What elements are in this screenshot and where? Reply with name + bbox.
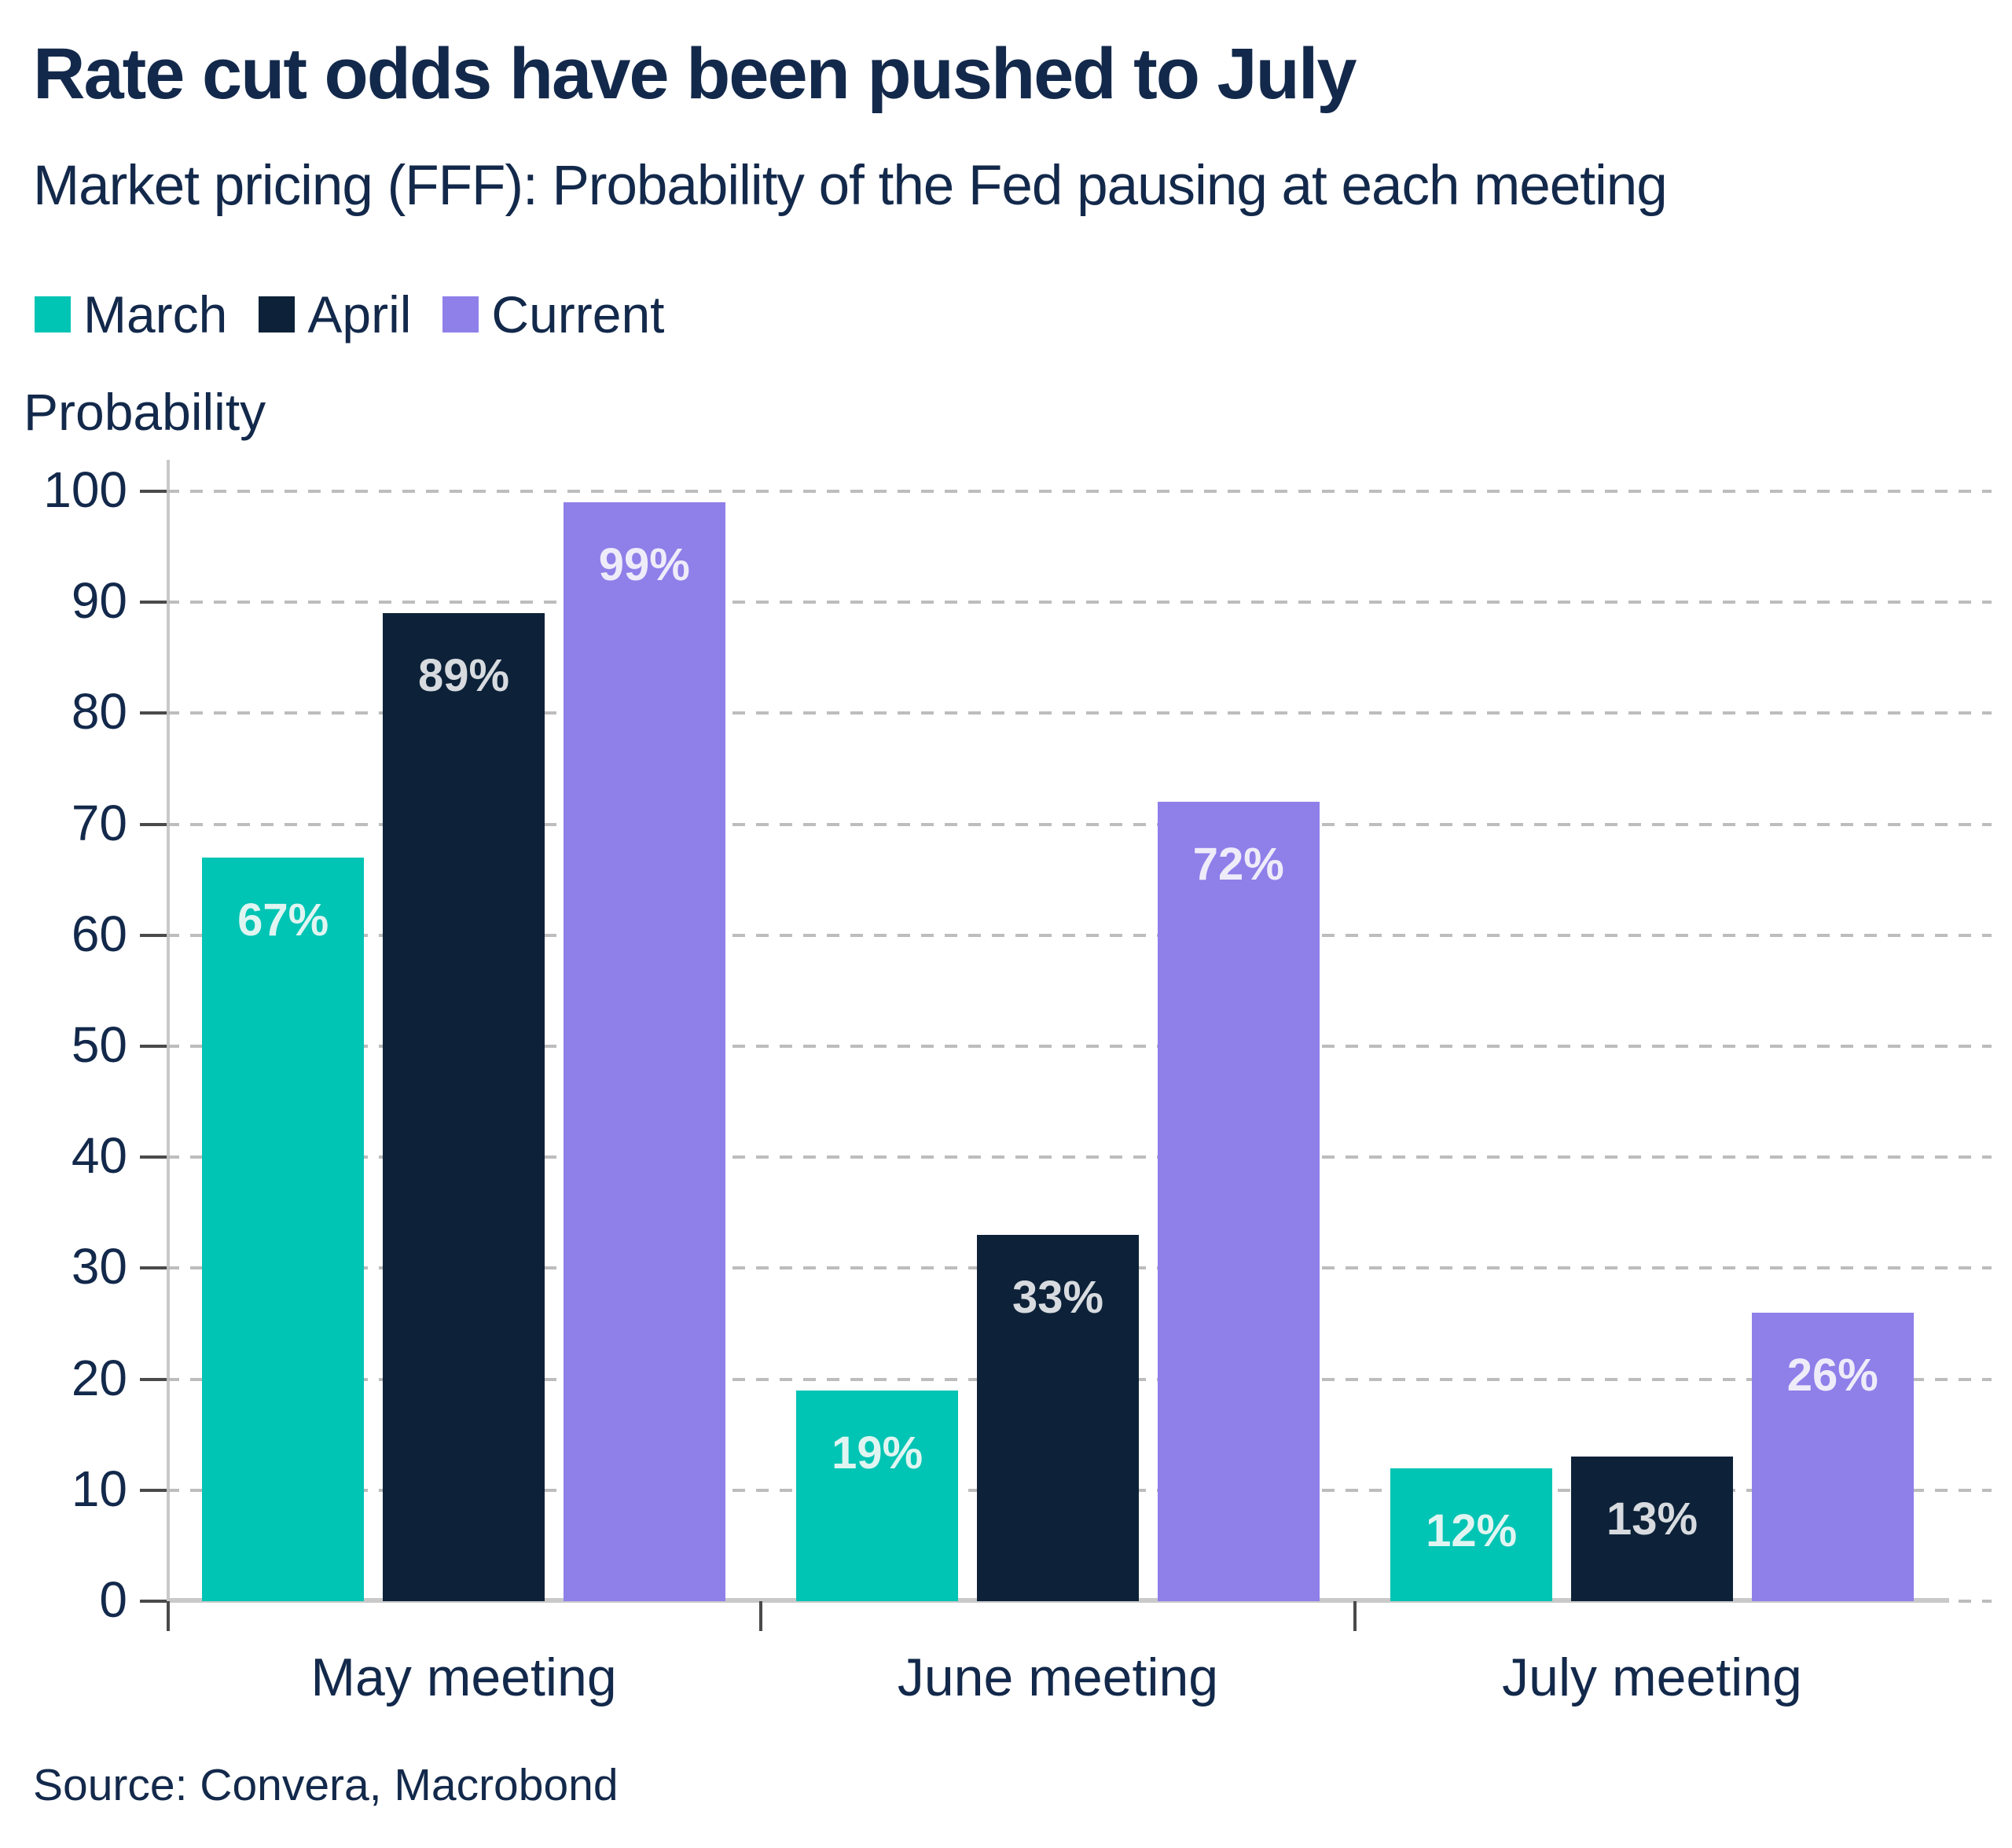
- bar-current-may: 99%: [564, 502, 725, 1601]
- y-axis-tick-label: 80: [71, 683, 127, 740]
- y-axis-tick: [140, 1266, 167, 1270]
- bar-march-june: 19%: [796, 1390, 958, 1601]
- bar-value-label: 13%: [1606, 1493, 1698, 1545]
- bar-group: 67% 89% 99%: [167, 491, 761, 1601]
- bar-value-label: 99%: [598, 539, 690, 591]
- y-axis-tick-label: 30: [71, 1238, 127, 1295]
- legend-item: Current: [442, 285, 665, 344]
- gridline: [167, 822, 1992, 826]
- y-axis-line: [167, 460, 170, 1601]
- bar-current-july: 26%: [1752, 1312, 1914, 1601]
- plot-area: 0 10 20 30 40 50 60 70 80 90 100 67% 89% 99% May meeti…: [43, 460, 1992, 1707]
- gridline: [167, 711, 1992, 715]
- bar-group: 19% 33% 72%: [761, 491, 1355, 1601]
- y-axis-tick-label: 10: [71, 1460, 127, 1517]
- y-axis-tick: [140, 711, 167, 715]
- y-axis-tick-label: 100: [43, 461, 127, 518]
- y-axis-tick: [140, 601, 167, 604]
- bar-april-july: 13%: [1571, 1457, 1733, 1601]
- y-axis-title: Probability: [24, 383, 266, 441]
- x-axis-category-label: May meeting: [310, 1648, 617, 1707]
- bar-group: 12% 13% 26%: [1355, 491, 1949, 1601]
- y-axis-tick: [140, 1488, 167, 1492]
- gridline: [167, 601, 1992, 604]
- legend-item: March: [35, 285, 227, 344]
- bar-current-june: 72%: [1158, 802, 1320, 1601]
- gridline: [167, 1045, 1992, 1048]
- y-axis-tick-label: 70: [71, 794, 127, 851]
- chart-title: Rate cut odds have been pushed to July: [33, 34, 1357, 114]
- gridline: [167, 933, 1992, 937]
- y-axis-tick: [140, 1045, 167, 1048]
- y-axis-tick: [140, 1600, 167, 1603]
- y-axis-tick: [140, 1155, 167, 1159]
- y-axis-tick: [140, 490, 167, 493]
- legend-swatch-icon: [259, 296, 296, 332]
- bar-value-label: 26%: [1786, 1349, 1878, 1401]
- x-axis-category-label: June meeting: [897, 1648, 1219, 1707]
- source-note: Source: Convera, Macrobond: [33, 1760, 619, 1810]
- bar-value-label: 89%: [417, 650, 510, 702]
- bar-march-july: 12%: [1390, 1468, 1552, 1601]
- bar-value-label: 67%: [237, 894, 329, 946]
- bar-value-label: 19%: [832, 1427, 923, 1479]
- y-axis-tick-label: 20: [71, 1349, 127, 1406]
- legend-swatch-icon: [442, 296, 479, 332]
- legend-label: Current: [491, 285, 665, 344]
- y-axis-tick-label: 40: [71, 1127, 127, 1185]
- y-axis-tick-label: 90: [71, 572, 127, 630]
- bar-value-label: 72%: [1192, 839, 1284, 891]
- legend-swatch-icon: [35, 296, 71, 332]
- y-axis-tick-label: 60: [71, 905, 127, 962]
- y-axis-tick: [140, 933, 167, 937]
- x-axis-tick: [759, 1601, 762, 1631]
- x-axis-tick: [167, 1601, 170, 1631]
- y-axis-tick-label: 0: [99, 1571, 127, 1628]
- y-axis-tick: [140, 1377, 167, 1381]
- x-axis-tick: [1353, 1601, 1357, 1631]
- chart-subtitle: Market pricing (FFF): Probability of the…: [33, 155, 1668, 217]
- bar-march-may: 67%: [202, 857, 364, 1601]
- gridline: [167, 1155, 1992, 1159]
- legend-label: March: [83, 285, 228, 344]
- bar-value-label: 33%: [1012, 1272, 1104, 1324]
- x-axis-category-label: July meeting: [1502, 1648, 1802, 1707]
- bar-value-label: 12%: [1426, 1504, 1518, 1556]
- bar-april-june: 33%: [977, 1235, 1139, 1601]
- legend-label: April: [307, 285, 412, 344]
- bar-april-may: 89%: [383, 613, 545, 1601]
- y-axis-tick: [140, 822, 167, 826]
- legend-item: April: [259, 285, 411, 344]
- y-axis-tick-label: 50: [71, 1016, 127, 1073]
- gridline: [167, 490, 1992, 493]
- legend: March April Current: [35, 285, 665, 344]
